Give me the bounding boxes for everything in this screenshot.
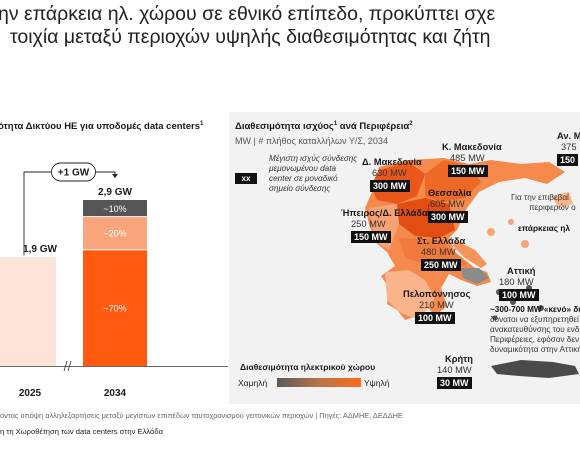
delta-arrowhead <box>112 174 118 178</box>
footnote-report: η τη Χωροθέτηση των data centers στην Ελ… <box>0 427 164 436</box>
region-value: 480 MW <box>421 247 456 257</box>
axis-break-2 <box>67 360 72 372</box>
region-name: Δ. Μακεδονία <box>362 157 422 167</box>
side-note-2: επάρκειας ηλ <box>518 224 570 234</box>
side-note-3-line-4: Περιφέρειες, εφόσον δεν ε <box>490 335 580 344</box>
region-name: Στ. Ελλάδα <box>417 236 466 246</box>
side-note-3-line-2: δύνατοι να εξυπηρετηθεί <box>490 315 579 324</box>
map-title-text: Διαθεσιμότητα ισχύος <box>235 121 334 133</box>
region-max: 250 MW <box>421 259 461 271</box>
legend-key-text: Μέγιστη ισχύς σύνδεσης μεμονωμένου data … <box>269 154 358 193</box>
total-label-2034: 2,9 GW <box>98 187 132 198</box>
capacity-bar-chart: 1,9 GW 2025 ~70% ~20% ~10% 2,9 GW 2034 +1 GW <box>0 162 228 399</box>
map-island-1 <box>487 228 495 236</box>
region-value: 250 MW <box>351 219 386 229</box>
region-max: 30 MW <box>437 377 472 389</box>
map-title-sup-2: 2 <box>409 121 413 127</box>
region-value: 375 <box>561 142 577 152</box>
bar-2034-segment-2 <box>83 200 147 217</box>
map-island-evia <box>453 240 487 268</box>
region-attiki: Αττική 180 MW 100 MW <box>499 266 539 301</box>
region-value: 485 MW <box>450 153 485 163</box>
region-value: 180 MW <box>499 277 534 287</box>
region-name: Αττική <box>507 266 536 276</box>
region-max: 100 MW <box>499 289 539 301</box>
delta-label: +1 GW <box>58 168 90 179</box>
left-chart-title: ότητα Δικτύου ΗΕ για υποδομές data cente… <box>0 121 203 132</box>
bar-2025 <box>0 257 56 366</box>
gradient-legend-low: Χαμηλή <box>238 378 268 388</box>
leader-thessalia <box>426 203 430 217</box>
legend-key-box: xx <box>235 173 257 184</box>
footnote-sources: οντας υπόψη αλληλεξαρτήσεις μεταξύ μεγίσ… <box>0 411 403 420</box>
region-value: 605 MW <box>430 199 465 209</box>
headline-line-2: τοιχία μεταξύ περιοχών υψηλής διαθεσιμότ… <box>10 26 491 48</box>
side-note-2-text: επάρκειας ηλ <box>518 224 570 233</box>
region-peloponnisos: Πελοπόννησος 210 MW 100 MW <box>403 289 470 324</box>
region-value: 140 MW <box>437 365 472 375</box>
map-title: Διαθεσιμότητα ισχύος1 ανά Περιφέρεια2 <box>235 121 413 132</box>
region-max: 150 <box>557 154 579 166</box>
map-subtitle: MW | # πλήθος καταλλήλων Υ/Σ, 2034 <box>235 136 388 146</box>
region-anmakedonia: Αν. Μακεδ 375 150 <box>557 131 580 166</box>
region-max: 300 MW <box>428 211 468 223</box>
side-note-3-line-3: ανακατευθύνσης του ενδι <box>490 325 580 334</box>
gradient-legend-title: Διαθεσιμότητα ηλεκτρικού χώρου <box>240 362 376 372</box>
category-label-2034: 2034 <box>104 388 127 399</box>
region-name: Ήπειρος/Δ. Ελλάδα <box>341 208 428 218</box>
gradient-legend-high: Υψηλή <box>364 378 390 388</box>
region-name: Κ. Μακεδονία <box>442 142 502 152</box>
region-value: 210 MW <box>419 300 454 310</box>
bar-layer: 1,9 GW 2025 ~70% ~20% ~10% 2,9 GW 2034 +1 GW <box>0 162 228 399</box>
map-region-thessalia <box>397 198 455 238</box>
bar-2034-segment-1 <box>83 216 147 250</box>
left-chart-title-text: ότητα Δικτύου ΗΕ για υποδομές data cente… <box>0 121 200 133</box>
map-region-peloponnisos <box>385 270 435 318</box>
region-max: 100 MW <box>415 312 455 324</box>
headline-line-1: ην επάρκεια ηλ. χώρου σε εθνικό επίπεδο,… <box>0 3 496 25</box>
region-value: 630 MW <box>372 168 407 178</box>
map-title-mid: ανά Περιφέρεια <box>337 121 410 133</box>
left-chart-title-sup: 1 <box>199 121 204 127</box>
region-name: Κρήτη <box>445 354 473 364</box>
gradient-legend-bar <box>277 378 361 387</box>
map-title-sup-1: 1 <box>333 121 338 127</box>
map-island-3 <box>521 240 529 248</box>
headline: ην επάρκεια ηλ. χώρου σε εθνικό επίπεδο,… <box>0 3 580 49</box>
map-island-lesvos <box>551 192 573 208</box>
region-name: Αν. Μακεδ <box>557 131 580 141</box>
segment-label-1: ~20% <box>103 229 126 239</box>
bar-2034-segment-0 <box>83 249 147 366</box>
side-note-1-line-2: περιφερών ο <box>529 203 576 212</box>
map-island-7 <box>538 305 544 311</box>
region-name: Θεσσαλία <box>428 188 472 198</box>
side-note-1: Για την επιβεβαί περιφερών ο <box>511 193 576 213</box>
side-note-3-line-1: ~300-700 MW «κενό» δυ <box>490 305 580 314</box>
side-note-1-line-1: Για την επιβεβαί <box>511 193 569 202</box>
region-name: Πελοπόννησος <box>403 289 471 299</box>
region-max: 150 MW <box>448 165 488 177</box>
map-island-8 <box>492 315 498 321</box>
axis-break-1 <box>63 360 68 372</box>
region-kriti: Κρήτη 140 MW 30 MW <box>437 354 473 389</box>
segment-label-2: ~10% <box>103 204 126 214</box>
side-note-3: ~300-700 MW «κενό» δυ δύνατοι να εξυπηρε… <box>490 305 580 355</box>
region-dmakedonia: Δ. Μακεδονία 630 MW 300 MW <box>362 157 422 192</box>
map-island-2 <box>508 219 514 225</box>
region-stellada: Στ. Ελλάδα 480 MW 250 MW <box>417 236 465 271</box>
region-max: 300 MW <box>370 180 410 192</box>
map-island-kriti <box>491 360 579 378</box>
region-ipeiros: Ήπειρος/Δ. Ελλάδα 250 MW 150 MW <box>341 208 428 243</box>
side-note-3-line-5: δυναμικότητα στην Αττική <box>490 345 580 354</box>
segment-label-0: ~70% <box>103 303 126 313</box>
region-max: 150 MW <box>351 231 391 243</box>
region-kmakedonia: Κ. Μακεδονία 485 MW 150 MW <box>442 142 502 177</box>
total-label-2025: 1,9 GW <box>23 244 57 255</box>
delta-pill <box>51 162 96 182</box>
category-label-2025: 2025 <box>19 388 42 399</box>
map-region-attiki <box>461 268 489 284</box>
region-thessalia: Θεσσαλία 605 MW 300 MW <box>428 188 472 223</box>
